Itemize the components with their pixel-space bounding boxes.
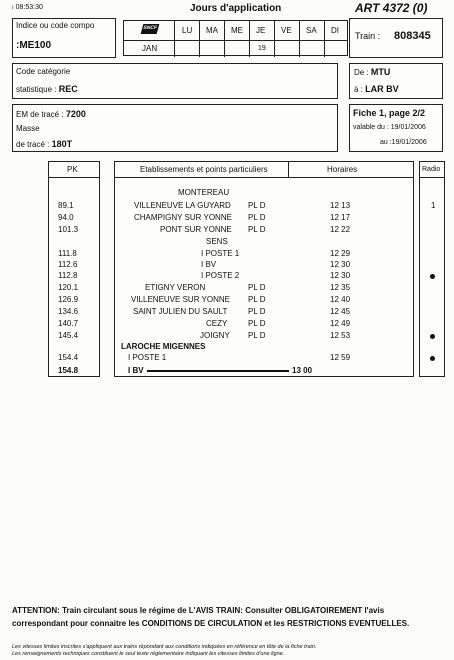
train-label: Train : bbox=[355, 31, 381, 41]
pk-column bbox=[48, 161, 100, 377]
masse-label: Masse bbox=[16, 124, 40, 133]
day-je: JE bbox=[256, 26, 266, 35]
table-row-pk: 89.1 bbox=[58, 201, 74, 210]
masse-line: de tracé : 180T bbox=[16, 139, 73, 149]
days-grid: SNCF LU MA ME JE VE SA DI JAN 19 bbox=[123, 20, 348, 57]
radio-dot bbox=[430, 356, 435, 361]
horaires-divider bbox=[288, 161, 289, 178]
attention-line-1: ATTENTION: Train circulant sous le régim… bbox=[12, 606, 385, 615]
arrival-line bbox=[147, 370, 289, 372]
etab-header: Etablissements et points particuliers Ho… bbox=[114, 161, 414, 178]
a-value: LAR BV bbox=[365, 84, 399, 94]
fiche-title: Fiche 1, page 2/2 bbox=[353, 108, 426, 118]
trace-box: EM de tracé : 7200 Masse de tracé : 180T bbox=[12, 104, 338, 152]
note-line-2: Les renseignements techniques constituen… bbox=[12, 651, 285, 657]
pk-header: PK bbox=[48, 161, 100, 178]
indice-value: :ME100 bbox=[16, 40, 52, 51]
month-label: JAN bbox=[142, 44, 158, 53]
art-code: ART 4372 (0) bbox=[355, 1, 428, 15]
em-value: 7200 bbox=[65, 109, 86, 119]
de-line: De : MTU bbox=[354, 67, 391, 77]
radio-value: 1 bbox=[431, 201, 436, 210]
day-ma: MA bbox=[206, 26, 218, 35]
indice-box: Indice ou code compo :ME100 bbox=[12, 18, 116, 58]
print-time: ı 08:53:30 bbox=[12, 4, 43, 11]
categorie-value: REC bbox=[58, 84, 78, 94]
day-sa: SA bbox=[306, 26, 317, 35]
radio-dot bbox=[430, 274, 435, 279]
jours-application-label: Jours d'application bbox=[190, 3, 282, 14]
masse-value: 180T bbox=[51, 139, 73, 149]
train-number: 808345 bbox=[394, 30, 431, 42]
day-value: 19 bbox=[258, 45, 266, 52]
train-box: Train : 808345 bbox=[349, 18, 443, 58]
table-row-name: VILLENEUVE LA GUYARD bbox=[134, 201, 231, 210]
attention-line-2: correspondant pour connaitre les CONDITI… bbox=[12, 619, 410, 628]
day-lu: LU bbox=[182, 26, 193, 35]
categorie-box: Code catégorie statistique : REC bbox=[12, 63, 338, 99]
statistique-line: statistique : REC bbox=[16, 84, 78, 94]
route-box: De : MTU à : LAR BV bbox=[349, 63, 443, 99]
day-me: ME bbox=[231, 26, 243, 35]
etab-column bbox=[114, 161, 414, 377]
em-line: EM de tracé : 7200 bbox=[16, 109, 86, 119]
radio-column bbox=[419, 161, 445, 377]
valable-du: valable du : 19/01/2006 bbox=[353, 124, 426, 131]
fiche-box: Fiche 1, page 2/2 valable du : 19/01/200… bbox=[349, 104, 443, 152]
categorie-label: Code catégorie bbox=[16, 67, 71, 76]
valable-au: au :19/01/2006 bbox=[380, 139, 427, 146]
indice-label: Indice ou code compo bbox=[16, 21, 95, 30]
day-ve: VE bbox=[281, 26, 292, 35]
note-line-1: Les vitesses limites inscrites s'appliqu… bbox=[12, 644, 317, 650]
sncf-logo-icon: SNCF bbox=[140, 24, 160, 34]
day-di: DI bbox=[331, 26, 339, 35]
a-line: à : LAR BV bbox=[354, 84, 399, 94]
table-row: MONTEREAU bbox=[178, 188, 230, 197]
radio-header: Radio bbox=[419, 161, 445, 178]
de-value: MTU bbox=[370, 67, 391, 77]
radio-dot bbox=[430, 334, 435, 339]
